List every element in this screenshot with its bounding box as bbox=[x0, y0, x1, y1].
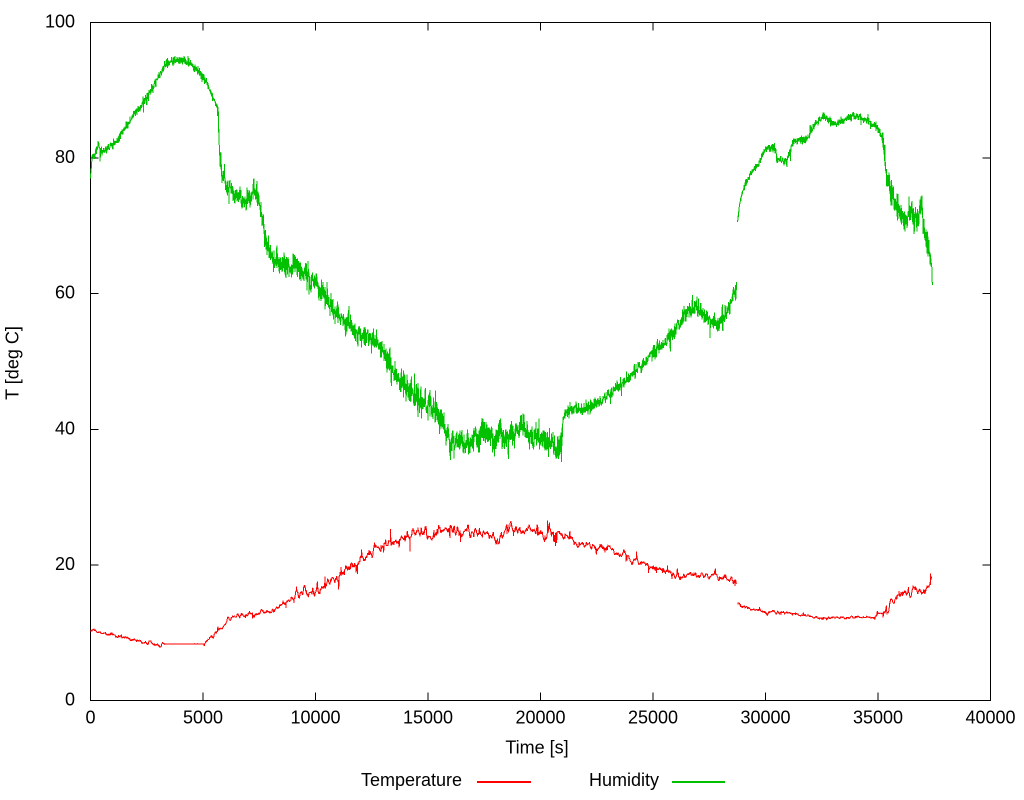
svg-text:Time [s]: Time [s] bbox=[505, 738, 568, 758]
svg-text:Humidity: Humidity bbox=[589, 770, 659, 790]
svg-text:35000: 35000 bbox=[853, 708, 903, 728]
svg-text:0: 0 bbox=[85, 708, 95, 728]
svg-text:Temperature: Temperature bbox=[361, 770, 462, 790]
svg-text:40000: 40000 bbox=[965, 708, 1015, 728]
svg-text:20000: 20000 bbox=[515, 708, 565, 728]
svg-text:30000: 30000 bbox=[740, 708, 790, 728]
svg-text:100: 100 bbox=[45, 12, 75, 32]
svg-text:25000: 25000 bbox=[628, 708, 678, 728]
svg-text:5000: 5000 bbox=[183, 708, 223, 728]
svg-text:40: 40 bbox=[55, 418, 75, 438]
svg-text:60: 60 bbox=[55, 283, 75, 303]
svg-text:15000: 15000 bbox=[403, 708, 453, 728]
svg-text:10000: 10000 bbox=[290, 708, 340, 728]
svg-text:80: 80 bbox=[55, 147, 75, 167]
svg-text:0: 0 bbox=[65, 690, 75, 710]
svg-text:T [deg C]: T [deg C] bbox=[3, 326, 23, 400]
svg-text:20: 20 bbox=[55, 554, 75, 574]
